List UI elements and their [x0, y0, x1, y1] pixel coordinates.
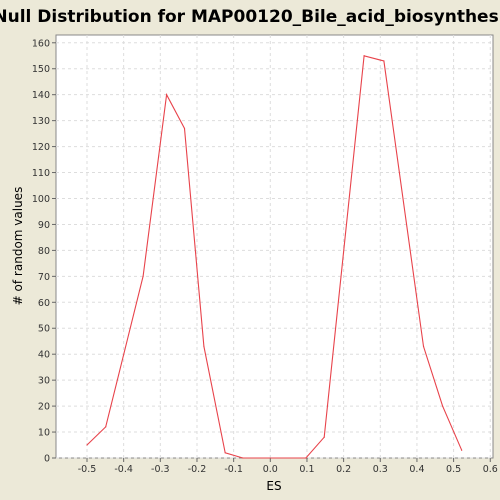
y-tick-label: 50: [38, 324, 50, 335]
x-axis: -0.5 -0.4 -0.3 -0.2 -0.1 0.0 0.1 0.2 0.3 0.4 0.5 0.…: [78, 458, 498, 475]
x-axis-label: ES: [266, 479, 281, 493]
y-tick-label: 90: [38, 220, 50, 231]
data-point: [442, 405, 444, 407]
y-tick-label: 120: [32, 142, 50, 153]
data-point: [305, 457, 307, 459]
x-tick-label: 0.2: [336, 464, 351, 475]
y-tick-label: 100: [32, 194, 50, 205]
y-tick-label: 70: [38, 272, 50, 283]
data-point: [142, 275, 144, 277]
data-point: [363, 55, 365, 57]
data-point: [203, 345, 205, 348]
x-tick-label: 0.5: [446, 464, 461, 475]
y-tick-label: 10: [38, 428, 50, 439]
y-tick-label: 130: [32, 116, 50, 127]
y-axis-label: # of random values: [11, 187, 25, 306]
y-tick-label: 150: [32, 64, 50, 75]
y-tick-label: 60: [38, 298, 50, 309]
x-tick-label: -0.3: [151, 464, 170, 475]
data-point: [323, 436, 325, 438]
x-tick-label: 0.1: [299, 464, 314, 475]
y-tick-label: 40: [38, 350, 50, 361]
x-tick-label: -0.2: [188, 464, 207, 475]
x-tick-label: 0.0: [263, 464, 278, 475]
data-point: [461, 449, 463, 451]
x-tick-label: -0.1: [224, 464, 243, 475]
data-point: [383, 60, 385, 62]
x-tick-label: 0.4: [409, 464, 424, 475]
data-point: [105, 426, 107, 428]
data-point: [224, 452, 226, 454]
data-point: [242, 457, 244, 459]
x-tick-label: 0.3: [373, 464, 388, 475]
plot-area: [55, 34, 494, 459]
y-tick-label: 160: [32, 38, 50, 49]
data-point: [183, 127, 186, 130]
x-tick-label: -0.5: [78, 464, 97, 475]
y-tick-label: 80: [38, 246, 50, 257]
x-tick-label: -0.4: [114, 464, 133, 475]
y-tick-label: 30: [38, 376, 50, 387]
y-axis: 0 10 20 30 40 50 60 70 80 90 100 110 120 130 140 150 160: [32, 38, 56, 465]
series-layer: [86, 55, 463, 459]
y-tick-label: 0: [44, 454, 50, 465]
y-tick-label: 110: [32, 168, 50, 179]
y-tick-label: 140: [32, 90, 50, 101]
data-point: [165, 94, 168, 96]
y-tick-label: 20: [38, 402, 50, 413]
data-point: [422, 345, 425, 348]
x-tick-label: 0.6: [483, 464, 498, 475]
data-point: [86, 444, 88, 446]
chart-title: Null Distribution for MAP00120_Bile_acid…: [0, 7, 500, 27]
